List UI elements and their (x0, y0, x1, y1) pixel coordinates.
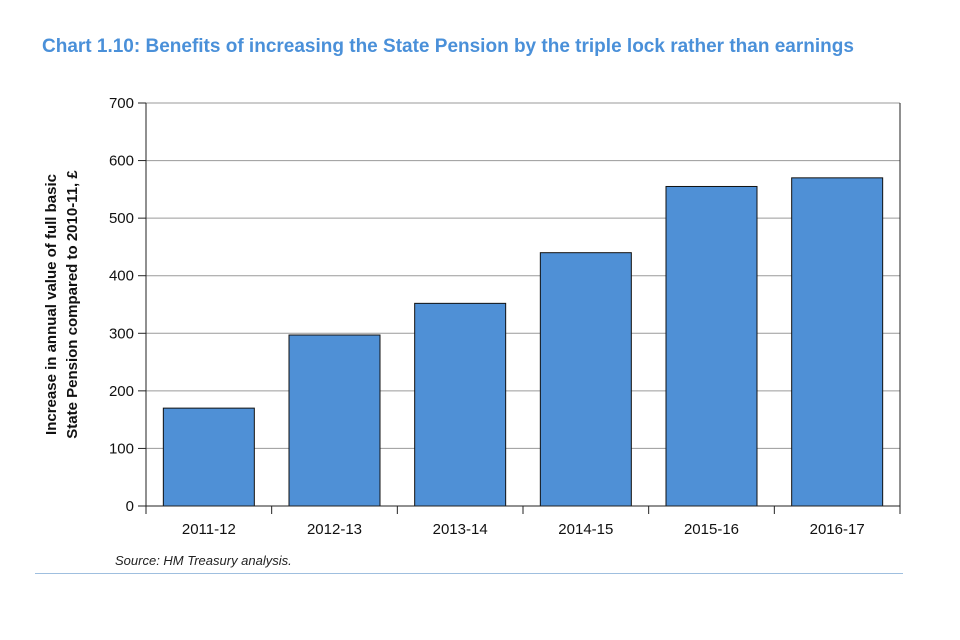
y-axis-label: Increase in annual value of full basic St… (43, 170, 81, 439)
chart-title: Chart 1.10: Benefits of increasing the S… (42, 36, 854, 57)
y-tick-label-400: 400 (109, 268, 134, 285)
source-note: Source: HM Treasury analysis. (115, 553, 292, 568)
x-tick-label-2015-16: 2015-16 (684, 521, 739, 538)
bar-2016-17 (791, 177, 884, 507)
y-tick-label-0: 0 (126, 498, 134, 515)
bar-2012-13 (288, 334, 381, 507)
x-tick-label-2012-13: 2012-13 (307, 521, 362, 538)
bar-2014-15 (539, 252, 632, 507)
gridlines (146, 102, 900, 449)
bar-2013-14 (414, 302, 507, 507)
y-tick-label-500: 500 (109, 210, 134, 227)
y-tick-label-700: 700 (109, 95, 134, 112)
y-axis-label-line-1: Increase in annual value of full basic (43, 174, 60, 435)
y-tick-label-600: 600 (109, 153, 134, 170)
x-tick-label-2014-15: 2014-15 (558, 521, 613, 538)
x-tick-label-2011-12: 2011-12 (182, 521, 236, 538)
y-tick-label-100: 100 (109, 440, 134, 457)
bars (162, 177, 884, 507)
bar-2011-12 (162, 407, 255, 507)
axes (138, 102, 901, 514)
y-tick-label-200: 200 (109, 383, 134, 400)
tick-labels: 0 100 200 300 400 500 600 700 2011-12 2012-13 2013… (109, 95, 865, 538)
y-axis-label-line-2: State Pension compared to 2010-11, £ (64, 170, 81, 439)
x-tick-label-2016-17: 2016-17 (810, 521, 865, 538)
bottom-divider (35, 573, 903, 574)
bar-2015-16 (665, 185, 758, 507)
x-tick-label-2013-14: 2013-14 (433, 521, 488, 538)
y-tick-label-300: 300 (109, 325, 134, 342)
